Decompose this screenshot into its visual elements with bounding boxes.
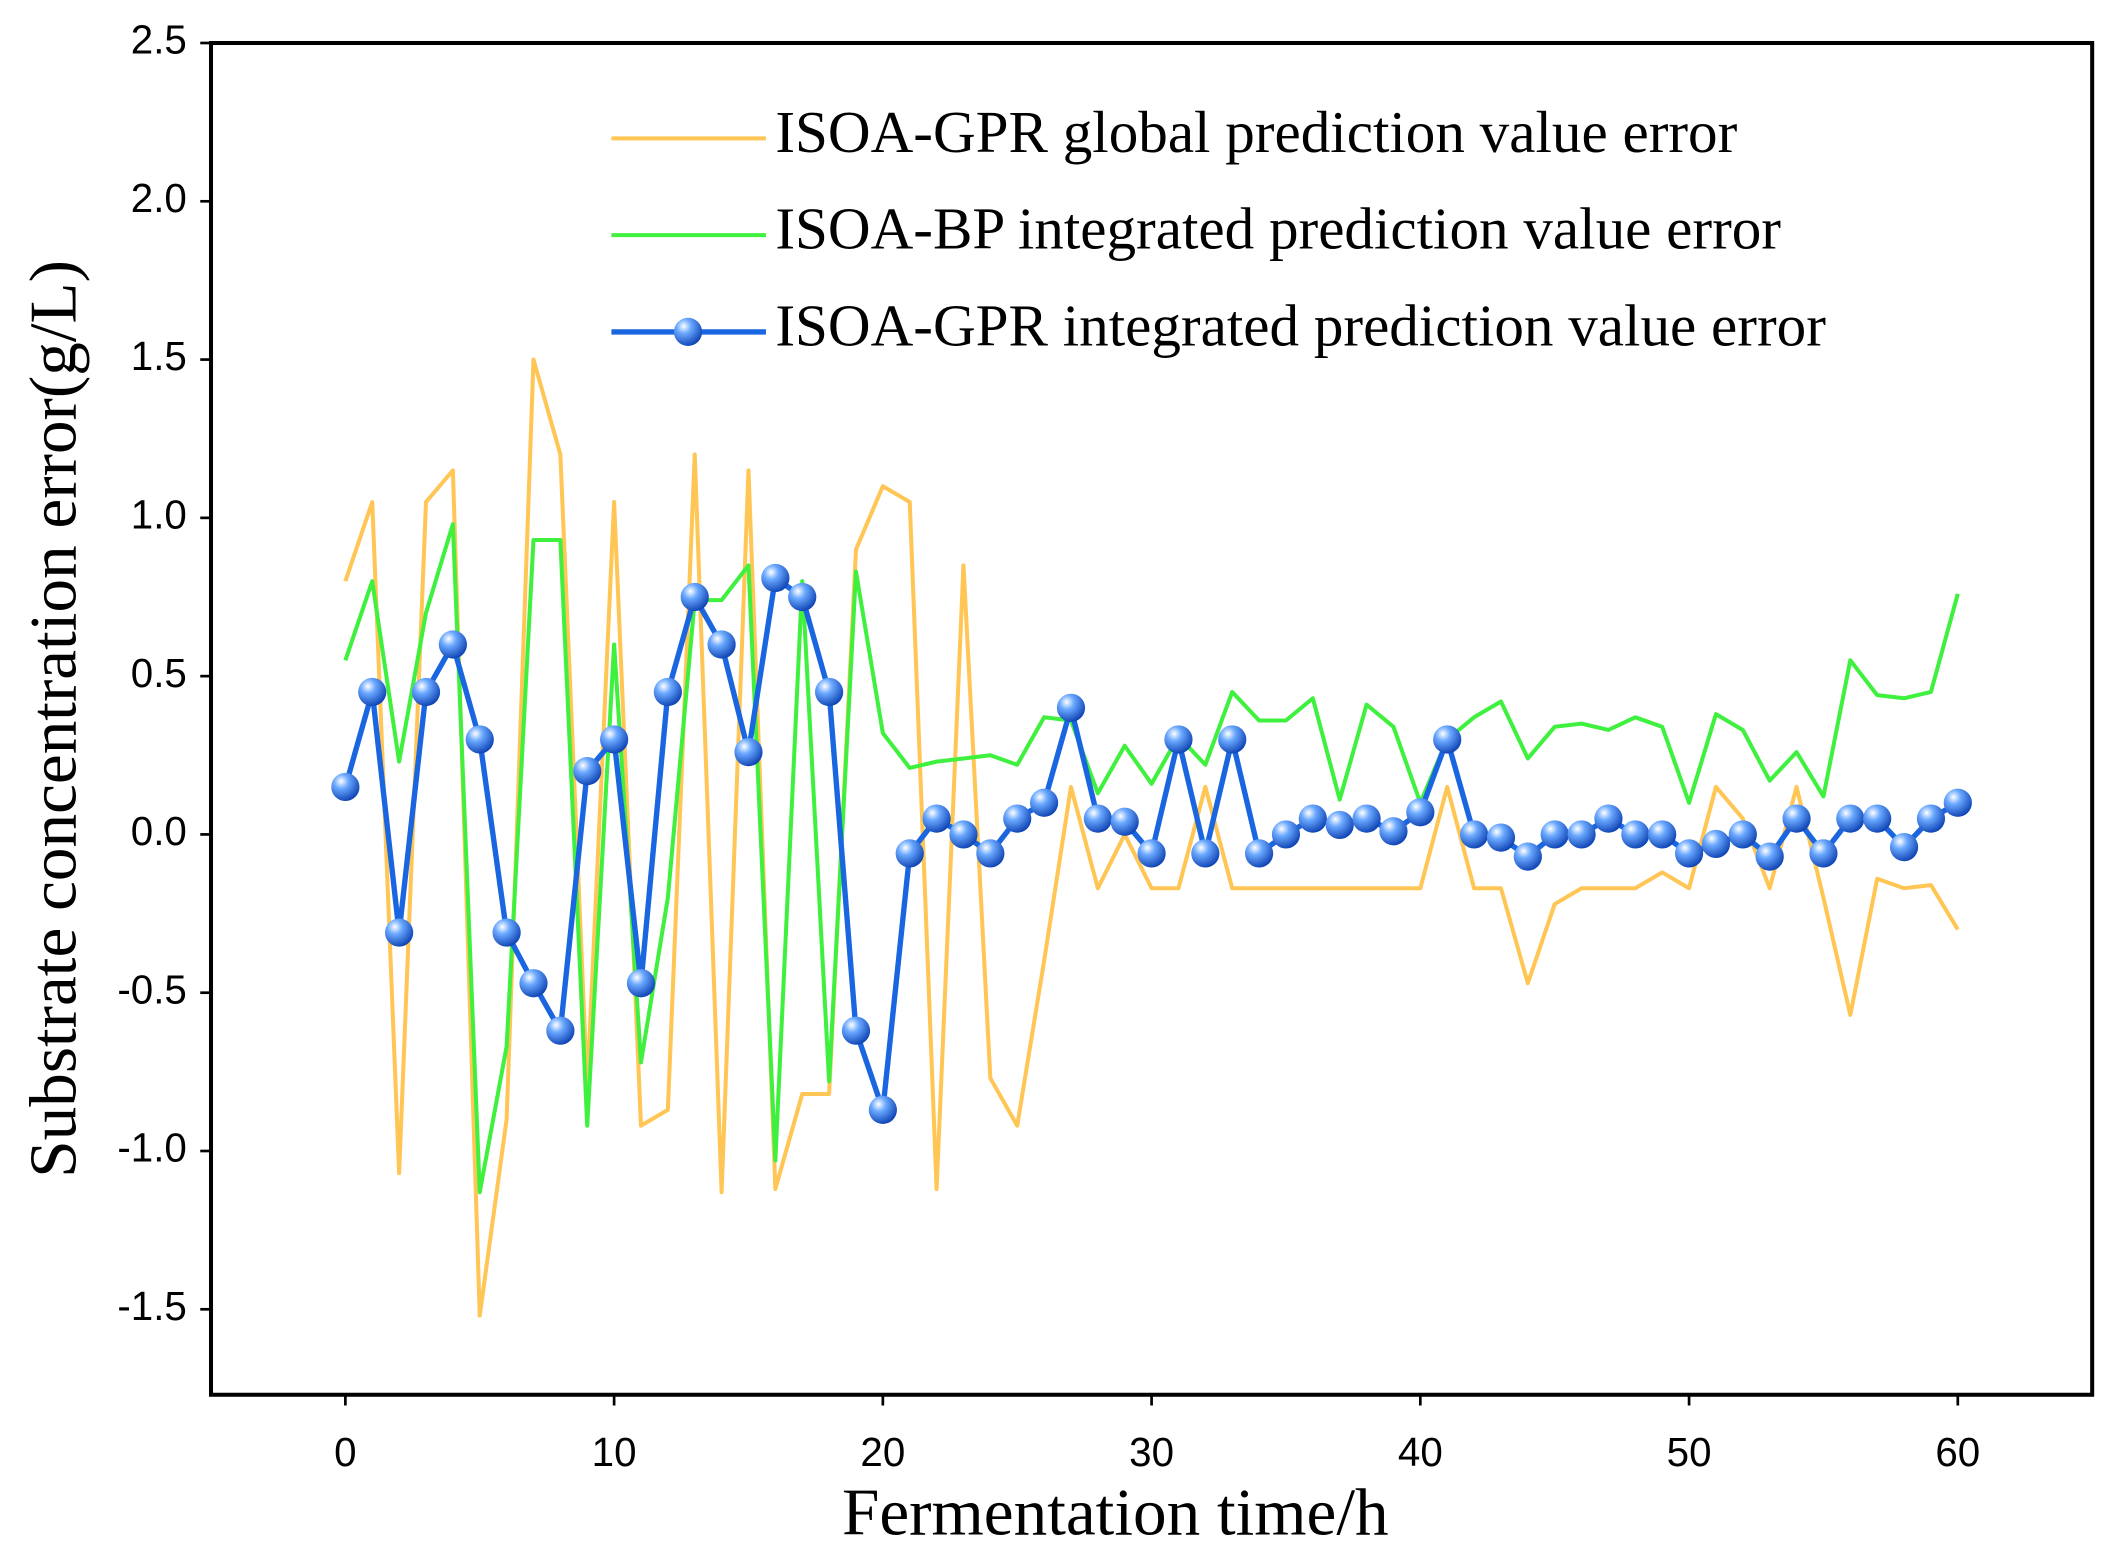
data-point: [1352, 804, 1381, 833]
data-point: [653, 677, 682, 707]
data-point: [1325, 810, 1354, 840]
data-point: [1540, 820, 1569, 849]
y-tick-label: 0.0: [131, 809, 187, 854]
data-point: [492, 918, 521, 947]
legend-label: ISOA-GPR integrated prediction value err…: [775, 292, 1826, 358]
series-line: [343, 522, 1960, 1195]
data-point: [1271, 820, 1301, 849]
data-point: [788, 582, 817, 612]
data-point: [1674, 839, 1704, 868]
data-point: [814, 677, 844, 707]
data-point: [1755, 842, 1784, 871]
data-point: [976, 839, 1005, 868]
data-point: [1244, 839, 1274, 868]
data-point: [358, 677, 387, 707]
data-point: [1110, 807, 1139, 836]
x-tick-label: 60: [1935, 1430, 1980, 1475]
y-tick-label: 1.5: [131, 334, 187, 379]
data-point: [1459, 820, 1489, 849]
data-point: [1083, 804, 1112, 833]
data-point: [573, 757, 602, 786]
data-point: [546, 1016, 575, 1045]
data-point: [519, 969, 548, 998]
data-point: [761, 563, 790, 593]
data-point: [600, 725, 629, 754]
y-tick-label: 2.5: [131, 18, 187, 63]
data-point: [895, 839, 924, 868]
data-point: [1809, 839, 1838, 868]
x-axis-title: Fermentation time/h: [842, 1475, 1389, 1550]
data-point: [1191, 839, 1220, 868]
data-point: [465, 725, 494, 754]
data-point: [1782, 804, 1811, 833]
x-tick-label: 40: [1398, 1430, 1443, 1475]
data-point: [922, 804, 951, 833]
data-point: [734, 738, 763, 767]
legend-label: ISOA-GPR global prediction value error: [775, 99, 1737, 165]
series-line: [343, 357, 1960, 1318]
legend-label: ISOA-BP integrated prediction value erro…: [775, 196, 1781, 262]
data-point: [1056, 693, 1086, 722]
data-point: [438, 630, 467, 659]
data-point: [1621, 820, 1650, 849]
y-tick-label: 2.0: [131, 176, 187, 221]
data-point: [1836, 804, 1865, 833]
data-point: [1943, 788, 1972, 817]
data-point: [385, 918, 414, 947]
x-tick-label: 20: [860, 1430, 905, 1475]
data-point: [1916, 804, 1946, 833]
data-point: [1406, 798, 1435, 827]
x-tick-label: 30: [1129, 1430, 1174, 1475]
data-point: [331, 772, 360, 802]
data-point: [1513, 842, 1542, 871]
data-point: [1164, 725, 1193, 754]
y-axis-title: Substrate concentration error(g/L): [15, 260, 90, 1178]
x-tick-label: 0: [334, 1430, 356, 1475]
data-point: [1433, 725, 1462, 754]
data-point: [1137, 839, 1166, 868]
data-point: [949, 820, 978, 849]
data-point: [1594, 804, 1623, 833]
data-point: [1379, 817, 1408, 846]
data-point: [1298, 804, 1327, 833]
data-point: [1889, 832, 1919, 862]
data-point: [626, 969, 656, 998]
x-tick-label: 10: [592, 1430, 637, 1475]
data-point: [841, 1016, 871, 1045]
data-point: [868, 1095, 897, 1124]
y-tick-label: 0.5: [131, 651, 187, 696]
y-tick-label: 1.0: [131, 492, 187, 537]
legend-marker: [673, 317, 703, 347]
data-point: [1567, 820, 1596, 849]
data-point: [1701, 829, 1731, 859]
y-tick-label: -1.0: [117, 1126, 186, 1171]
data-point: [411, 677, 441, 707]
data-point: [1029, 788, 1059, 817]
y-tick-label: -1.5: [117, 1284, 186, 1329]
data-point: [1486, 823, 1516, 852]
data-point: [1863, 804, 1892, 833]
data-point: [707, 630, 736, 659]
data-point: [1648, 820, 1677, 849]
data-point: [680, 582, 709, 612]
x-tick-label: 50: [1667, 1430, 1712, 1475]
y-tick-label: -0.5: [117, 967, 186, 1012]
data-point: [1218, 725, 1247, 754]
data-point: [1003, 804, 1032, 833]
data-point: [1728, 820, 1757, 849]
